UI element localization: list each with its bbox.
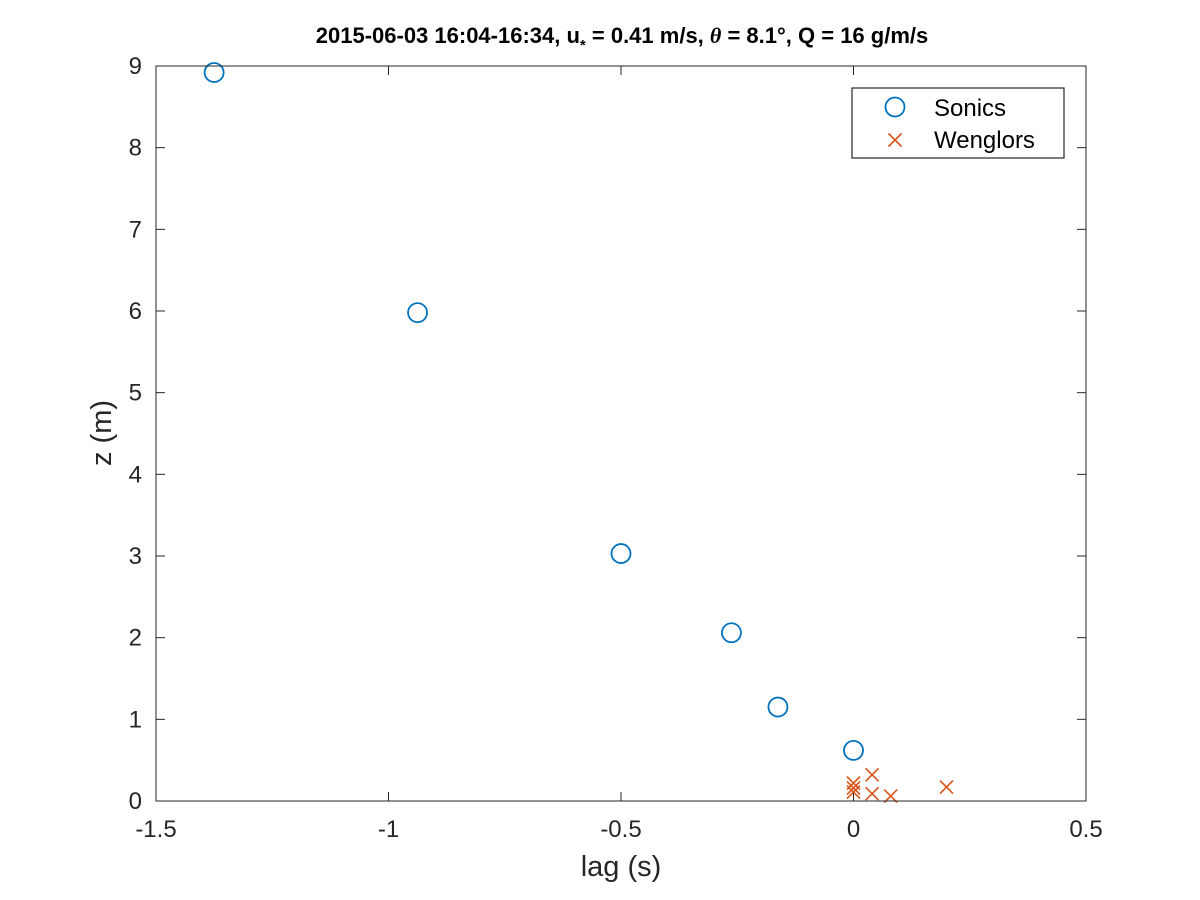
y-tick-label: 2 <box>129 625 142 652</box>
wenglors-point <box>883 789 898 804</box>
y-tick-label: 0 <box>129 788 142 815</box>
sonics-point <box>843 739 864 761</box>
legend-label-sonics: Sonics <box>934 95 1006 122</box>
y-tick-label: 9 <box>129 53 142 80</box>
y-tick-label: 7 <box>129 216 142 243</box>
y-tick-label: 5 <box>129 380 142 407</box>
legend-marker-wenglors <box>887 132 903 148</box>
y-tick-label: 3 <box>129 543 142 570</box>
x-tick-label: 0 <box>847 816 860 843</box>
legend-sonics-symbol <box>884 96 906 118</box>
axes-frame <box>155 65 1087 802</box>
legend-marker-sonics <box>884 96 906 118</box>
chart-title-prefix: 2015-06-03 16:04-16:34, u <box>316 23 580 48</box>
wenglors-point <box>865 786 880 801</box>
legend-label-wenglors: Wenglors <box>934 127 1035 154</box>
y-axis-label: z (m) <box>86 400 118 466</box>
y-tick-label: 6 <box>129 298 142 325</box>
y-tick-label: 4 <box>129 461 142 488</box>
x-tick-label: -1 <box>378 816 399 843</box>
chart-title: 2015-06-03 16:04-16:34, u* = 0.41 m/s, θ… <box>316 23 928 54</box>
x-axis-label: lag (s) <box>581 851 662 883</box>
chart-title-subscript: * <box>580 37 586 54</box>
sonics-point <box>767 696 789 718</box>
x-tick-label: 0.5 <box>1069 816 1102 843</box>
sonics-point <box>721 622 742 644</box>
sonics-point <box>203 62 225 83</box>
chart-title-mid2: = 8.1°, Q = 16 g/m/s <box>721 23 928 48</box>
wenglors-point <box>865 767 880 782</box>
y-tick-label: 8 <box>129 135 142 162</box>
tick-labels-layer: -1.5 -1 -0.5 0 0.5 0 1 2 3 4 5 6 7 8 9 <box>129 53 1103 843</box>
wenglors-point <box>846 780 861 795</box>
legend-box <box>851 87 1065 159</box>
x-tick-label: -0.5 <box>600 816 641 843</box>
chart-title-mid1: = 0.41 m/s, <box>586 23 710 48</box>
legend-wenglors-symbol <box>887 132 903 148</box>
sonics-point <box>610 543 632 564</box>
x-tick-label: -1.5 <box>135 816 176 843</box>
wenglors-point <box>846 784 861 800</box>
wenglors-point <box>939 780 954 795</box>
plot-area <box>156 66 1086 801</box>
marks-layer <box>203 62 954 804</box>
y-tick-label: 1 <box>129 706 142 733</box>
sonics-point <box>407 302 428 324</box>
legend: Sonics Wenglors <box>851 87 1065 159</box>
chart-title-theta: θ <box>710 23 722 48</box>
